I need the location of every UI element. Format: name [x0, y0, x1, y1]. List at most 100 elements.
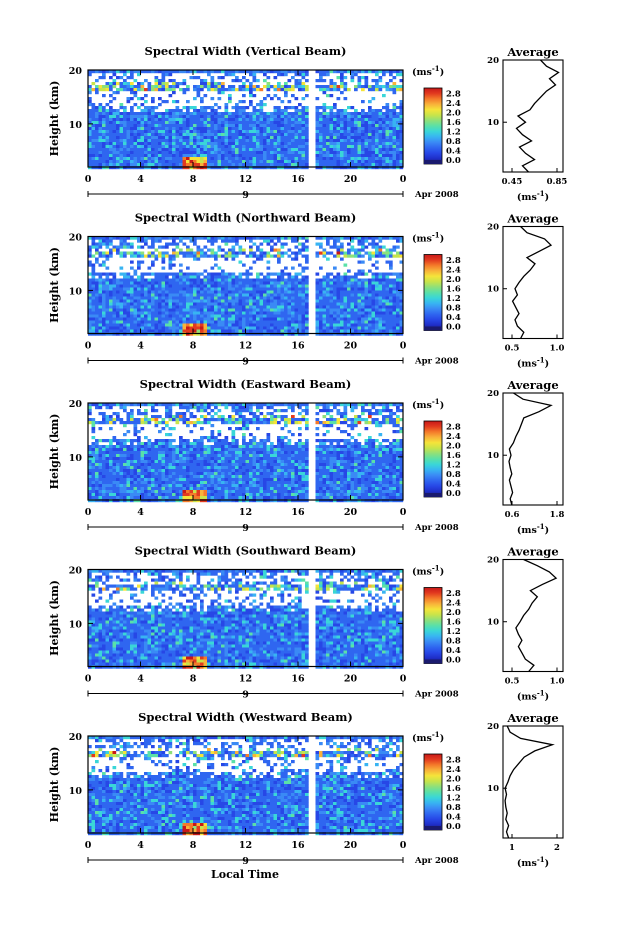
heatmap-cell — [165, 323, 169, 327]
heatmap-cell — [224, 317, 229, 321]
heatmap-cell — [140, 278, 145, 282]
heatmap-cell — [137, 142, 141, 146]
heatmap-cell — [277, 287, 281, 291]
heatmap-cell — [294, 154, 299, 158]
heatmap-cell — [175, 323, 180, 327]
heatmap-cell — [224, 73, 229, 77]
heatmap-cell — [168, 326, 173, 330]
heatmap-cell — [151, 127, 155, 131]
heatmap-cell — [119, 326, 124, 330]
heatmap-cell — [119, 302, 124, 306]
heatmap-cell — [361, 160, 365, 164]
heatmap-cell — [102, 136, 106, 140]
heatmap-cell — [210, 166, 215, 170]
heatmap-cell — [368, 136, 372, 140]
heatmap-cell — [196, 94, 201, 98]
heatmap-cell — [130, 305, 134, 309]
heatmap-cell — [112, 157, 117, 161]
heatmap-cell — [224, 299, 229, 303]
heatmap-cell — [361, 287, 365, 291]
heatmap-cell — [336, 403, 341, 407]
heatmap-cell — [280, 299, 285, 303]
heatmap-cell — [175, 160, 180, 164]
heatmap-cell — [126, 275, 131, 279]
heatmap-cell — [196, 293, 201, 297]
heatmap-cell — [193, 287, 197, 291]
heatmap-cell — [151, 142, 155, 146]
heatmap-cell — [347, 275, 351, 279]
heatmap-cell — [203, 308, 208, 312]
heatmap-cell — [326, 272, 330, 276]
heatmap-cell — [305, 127, 309, 131]
heatmap-cell — [119, 151, 124, 155]
heatmap-cell — [95, 326, 99, 330]
heatmap-cell — [375, 142, 379, 146]
heatmap-cell — [140, 308, 145, 312]
heatmap-cell — [336, 85, 341, 89]
heatmap-cell — [375, 242, 379, 246]
heatmap-cell — [284, 136, 288, 140]
heatmap-cell — [364, 115, 369, 119]
heatmap-cell — [378, 290, 383, 294]
heatmap-cell — [158, 166, 162, 170]
heatmap-cell — [364, 139, 369, 143]
heatmap-cell — [119, 239, 124, 243]
heatmap-cell — [189, 136, 194, 140]
heatmap-cell — [228, 326, 232, 330]
heatmap-cell — [396, 166, 400, 170]
heatmap-cell — [305, 85, 309, 89]
heatmap-cell — [319, 323, 323, 327]
heatmap-cell — [350, 302, 355, 306]
heatmap-cell — [210, 332, 215, 336]
heatmap-cell — [151, 130, 155, 134]
heatmap-cell — [189, 305, 194, 309]
heatmap-cell — [319, 88, 323, 92]
heatmap-cell — [154, 151, 159, 155]
heatmap-cell — [392, 412, 397, 416]
heatmap-cell — [119, 136, 124, 140]
heatmap-cell — [350, 287, 355, 291]
heatmap-cell — [130, 308, 134, 312]
heatmap-cell — [95, 151, 99, 155]
heatmap-cell — [123, 160, 127, 164]
heatmap-cell — [350, 275, 355, 279]
heatmap-cell — [105, 245, 110, 249]
heatmap-cell — [340, 278, 344, 282]
heatmap-cell — [319, 245, 323, 249]
heatmap-cell — [249, 94, 253, 98]
heatmap-cell — [256, 284, 260, 288]
heatmap-cell — [364, 130, 369, 134]
heatmap-cell — [371, 151, 376, 155]
heatmap-cell — [382, 302, 386, 306]
heatmap-cell — [343, 311, 348, 315]
heatmap-cell — [389, 124, 393, 128]
heatmap-cell — [305, 109, 309, 113]
heatmap-cell — [385, 139, 390, 143]
heatmap-cell — [277, 106, 281, 110]
heatmap-cell — [291, 332, 295, 336]
heatmap-cell — [322, 326, 327, 330]
heatmap-cell — [368, 142, 372, 146]
heatmap-cell — [207, 160, 211, 164]
heatmap-cell — [364, 308, 369, 312]
heatmap-cell — [336, 412, 341, 416]
heatmap-cell — [305, 290, 309, 294]
heatmap-cell — [210, 239, 215, 243]
heatmap-cell — [147, 88, 152, 92]
heatmap-cell — [357, 130, 362, 134]
heatmap-cell — [116, 82, 120, 86]
heatmap-cell — [91, 148, 96, 152]
heatmap-cell — [273, 85, 278, 89]
heatmap-cell — [319, 124, 323, 128]
heatmap-cell — [273, 76, 278, 80]
heatmap-cell — [270, 299, 274, 303]
heatmap-cell — [175, 242, 180, 246]
heatmap-cell — [329, 115, 334, 119]
heatmap-cell — [382, 403, 386, 407]
heatmap-cell — [298, 73, 302, 77]
heatmap-cell — [91, 145, 96, 149]
heatmap-cell — [147, 290, 152, 294]
unit-exp: -1 — [432, 231, 440, 240]
heatmap-cell — [151, 242, 155, 246]
heatmap-cell — [175, 275, 180, 279]
